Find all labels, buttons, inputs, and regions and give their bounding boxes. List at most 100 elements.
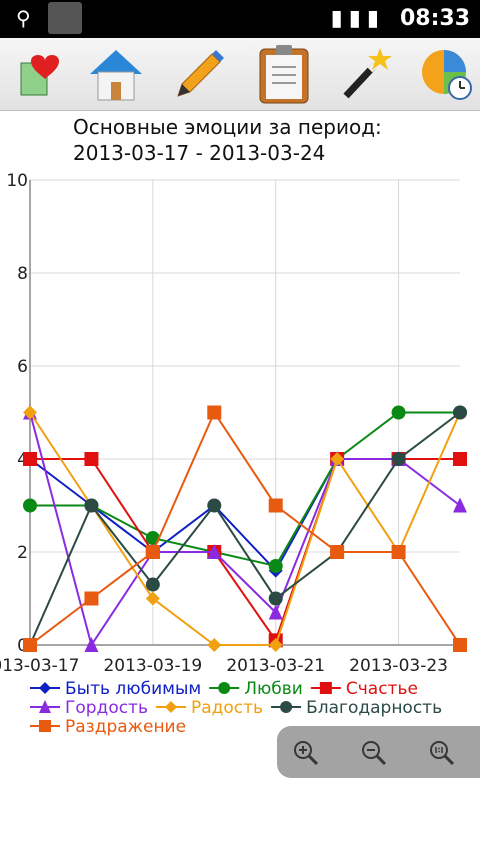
y-tick-label: 2	[17, 543, 28, 563]
data-point	[145, 591, 160, 606]
status-bar: ⚲ ▮▮▮ 08:33	[0, 0, 480, 38]
data-point	[453, 497, 467, 513]
data-point	[453, 452, 467, 466]
data-point	[23, 498, 37, 513]
data-point	[268, 558, 283, 573]
data-point	[391, 452, 406, 466]
y-tick-label: 0	[17, 636, 28, 656]
legend-item: Благодарность	[271, 698, 442, 718]
legend-item: Раздражение	[30, 717, 186, 737]
zoom-reset-icon	[430, 741, 455, 766]
zoom-out-button[interactable]	[357, 736, 391, 770]
data-point	[39, 720, 51, 732]
pie-chart-clock-icon	[422, 50, 472, 100]
data-point	[453, 638, 467, 652]
legend-label: Любви	[244, 679, 303, 699]
legend-item: Любви	[209, 679, 303, 699]
magic-wand-icon	[343, 48, 392, 99]
home-icon	[90, 50, 142, 101]
legend-label: Быть любимым	[65, 679, 201, 699]
data-point	[23, 452, 37, 466]
legend-label: Благодарность	[306, 698, 442, 718]
series-line	[29, 411, 461, 646]
magic-button[interactable]	[334, 42, 398, 106]
data-point	[145, 545, 160, 559]
y-tick-label: 10	[6, 171, 28, 191]
x-axis-ticks: 2013-03-17 2013-03-19 2013-03-21 2013-03-23	[0, 656, 448, 676]
data-point	[268, 604, 283, 620]
chart-legend: Быть любимым Любви Счастье Гордость Радость Б…	[30, 679, 442, 737]
legend-item: Быть любимым	[30, 679, 201, 699]
book-heart-icon	[20, 55, 59, 96]
data-point	[39, 682, 51, 694]
y-tick-label: 8	[17, 264, 28, 284]
legend-item: Радость	[155, 698, 263, 718]
x-tick-label: 2013-03-23	[349, 656, 448, 676]
data-point	[207, 498, 222, 513]
data-point	[268, 638, 283, 652]
data-point	[145, 531, 160, 546]
data-point	[218, 682, 231, 694]
data-point	[207, 544, 222, 559]
status-icons: ▮▮▮	[331, 6, 385, 31]
data-point	[330, 452, 345, 466]
zoom-in-icon	[294, 741, 319, 766]
series-line	[29, 410, 461, 646]
x-tick-label: 2013-03-21	[226, 656, 325, 676]
toolbar	[0, 38, 480, 111]
home-button[interactable]	[84, 42, 148, 106]
y-axis-ticks: 0 2 4 6 8 10	[6, 171, 28, 656]
status-time: 08:33	[399, 6, 470, 31]
app-notification-icon	[48, 2, 82, 34]
data-point	[268, 591, 283, 606]
series-Радость	[23, 405, 467, 652]
data-point	[145, 577, 160, 592]
y-tick-label: 6	[17, 357, 28, 377]
series-line	[30, 411, 460, 568]
chart-title-line1: Основные эмоции за период:	[73, 115, 382, 139]
legend-item: Гордость	[30, 698, 148, 718]
x-tick-label: 2013-03-17	[0, 656, 79, 676]
notes-button[interactable]	[252, 42, 316, 106]
data-point	[268, 498, 283, 513]
data-point	[391, 545, 406, 559]
edit-button[interactable]	[166, 42, 230, 106]
series-line	[29, 412, 461, 648]
signal-icon: ▮▮▮	[330, 6, 385, 31]
data-point	[23, 638, 37, 652]
series-Благодарность	[23, 405, 467, 652]
data-point	[84, 452, 99, 466]
data-point	[84, 591, 99, 606]
data-point	[207, 638, 222, 652]
data-point	[23, 405, 37, 420]
data-point	[330, 545, 345, 559]
data-point	[453, 405, 467, 420]
stats-button[interactable]	[414, 42, 478, 106]
legend-label: Счастье	[346, 679, 418, 699]
data-point	[391, 405, 406, 420]
legend-label: Гордость	[65, 698, 148, 718]
chart-series	[23, 404, 467, 652]
clipboard-icon	[259, 45, 309, 104]
data-point	[164, 701, 177, 713]
zoom-in-button[interactable]	[289, 736, 323, 770]
diary-button[interactable]	[10, 42, 74, 106]
series-Раздражение	[23, 405, 467, 652]
data-point	[84, 498, 99, 513]
zoom-controls	[277, 726, 480, 778]
zoom-reset-button[interactable]	[425, 736, 459, 770]
emotions-chart: Основные эмоции за период: 2013-03-17 - …	[0, 115, 467, 737]
data-point	[280, 701, 293, 713]
data-point	[207, 405, 222, 420]
series-line	[29, 411, 461, 646]
legend-item: Счастье	[310, 679, 418, 699]
legend-label: Радость	[191, 698, 263, 718]
pencil-icon	[177, 50, 224, 97]
y-tick-label: 4	[17, 450, 28, 470]
zoom-out-icon	[362, 741, 387, 766]
data-point	[319, 682, 332, 694]
data-point	[39, 700, 51, 713]
x-tick-label: 2013-03-19	[103, 656, 202, 676]
data-point	[84, 637, 99, 652]
legend-label: Раздражение	[65, 717, 186, 737]
